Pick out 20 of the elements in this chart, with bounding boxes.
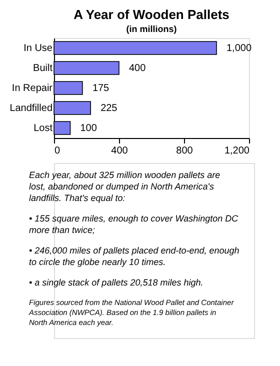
data-label: 400: [129, 63, 146, 74]
chart-subtitle: (in millions): [126, 24, 177, 34]
x-tick-label: 800: [176, 146, 194, 156]
x-tick-label: 0: [54, 146, 60, 156]
x-tick-label: 1,200: [224, 146, 250, 156]
data-label: 100: [80, 123, 98, 134]
y-tick-label: Landfilled: [10, 103, 52, 114]
y-tick-label: Built: [33, 63, 53, 74]
y-tick-label: In Use: [24, 43, 53, 54]
y-tick-label: In Repair: [12, 83, 54, 94]
text: • 246,000 miles of pallets placed end-to-end, enough to circle the globe nearly 10 times.: [29, 246, 240, 267]
data-label: 1,000: [226, 43, 252, 54]
text: Each year, about 325 million wooden pallets are lost, abandoned or dumped in North America's landfills. That's equal to:: [29, 170, 220, 203]
y-tick-label: Lost: [34, 123, 53, 134]
data-label: 225: [100, 103, 118, 114]
data-label: 175: [92, 83, 110, 94]
chart-title: A Year of Wooden Pallets: [74, 7, 230, 22]
text: • 155 square miles, enough to cover Washington DC more than twice;: [29, 214, 239, 235]
x-tick-label: 400: [111, 146, 128, 156]
text: • a single stack of pallets 20,518 miles high.: [29, 278, 204, 288]
